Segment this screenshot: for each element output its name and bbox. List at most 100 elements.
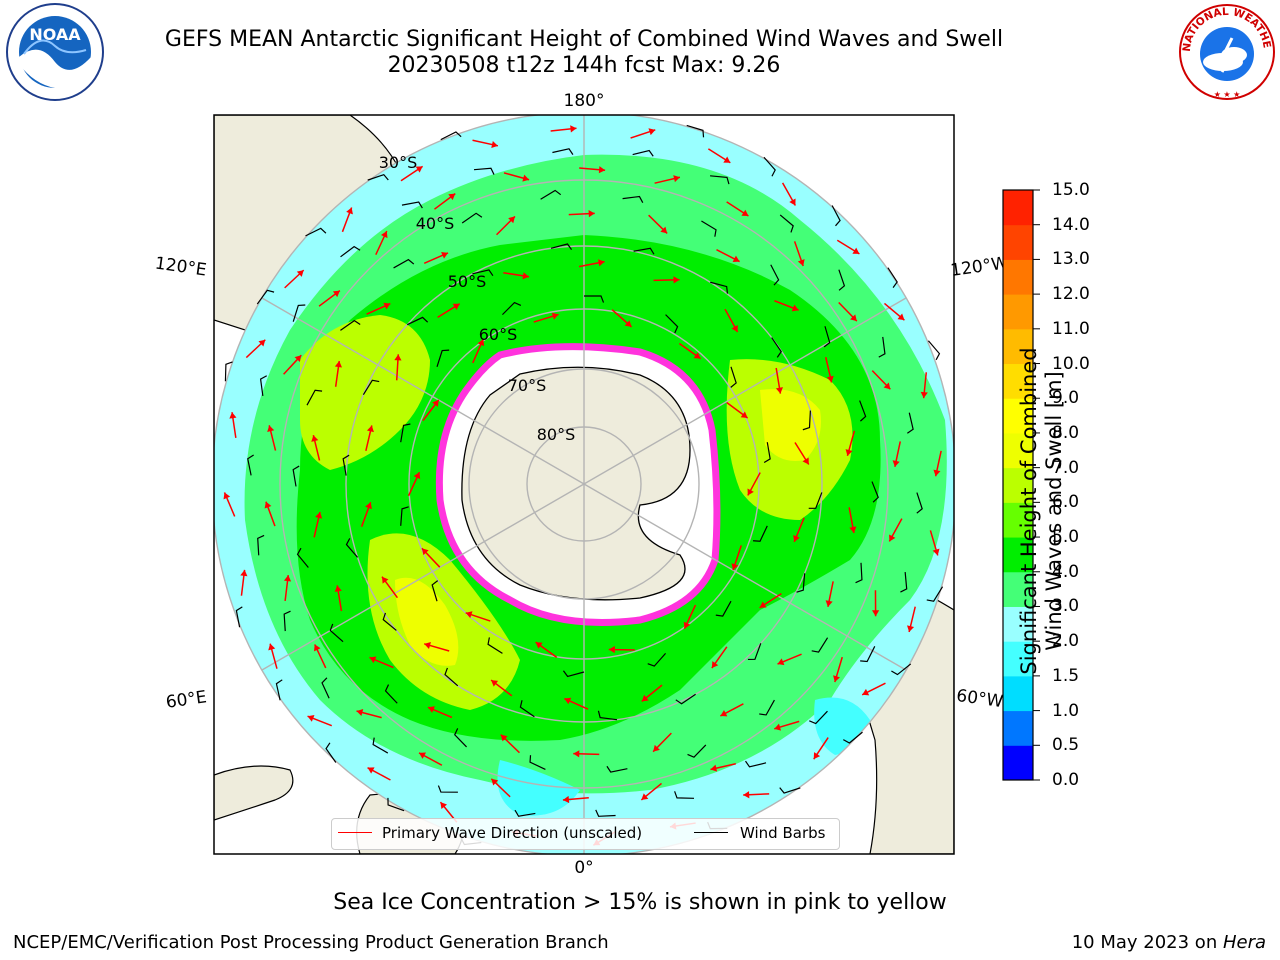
wind-barb [372,737,389,754]
wind-barb [730,366,737,388]
wind-barb [710,281,729,294]
wave-direction-arrowhead [522,272,529,280]
wind-barb [400,423,411,443]
wind-barb [431,580,439,602]
wave-direction-arrowhead [441,251,449,259]
wind-barb [257,534,265,556]
wind-barb [367,173,389,181]
wave-direction-arrowhead [307,715,315,722]
colorbar-tick-label: 1.0 [1052,700,1080,721]
noaa-logo-text: NOAA [29,25,81,44]
wind-barb [345,538,359,558]
wind-barb [927,340,941,361]
wave-direction-arrowhead [264,501,272,509]
wind-barb [283,610,291,632]
wind-barb [437,785,458,793]
wave-direction-arrowhead [296,270,304,277]
wave-direction-arrowhead [777,658,785,666]
wave-direction-arrowhead [791,304,799,312]
wave-direction-arrowhead [267,425,275,433]
wave-direction-arrowhead [365,502,372,510]
colorbar-tick-label: 1.5 [1052,665,1080,686]
wave-direction-arrowhead [892,460,900,467]
colorbar-segment [1003,502,1033,538]
colorbar-frame [1002,189,1034,781]
wind-barb [595,809,616,817]
colorbar-tick-label: 3.0 [1052,596,1080,617]
wind-barb [342,454,350,476]
wind-barb [400,506,409,526]
map-frame [213,114,955,855]
lon-label-0: 0° [574,858,593,878]
wave-direction-arrowhead [311,435,319,442]
wave-direction-arrowhead [825,600,833,607]
nws-logo-icon: NATIONAL WEATHER SERVICE ★ ★ ★ [1176,2,1275,100]
wind-barb [809,710,828,725]
wind-barb [382,612,397,631]
wave-direction-arrowhead [673,276,680,284]
colorbar-segment [1003,641,1033,677]
wind-barb [393,258,415,269]
colorbar-segment [1003,259,1033,295]
wave-direction-arrowhead [413,472,421,480]
wind-barb [779,787,801,794]
wind-barb [687,744,707,758]
wave-direction-arrowhead [421,548,429,556]
wind-barb-legend-line [694,832,728,833]
wave-direction-arrowhead [440,802,448,810]
wind-barb [552,148,574,155]
wind-barb [514,809,536,817]
wave-direction-arrowhead [731,563,739,571]
wind-barb [519,700,535,718]
wave-direction-arrowhead [258,339,266,347]
wind-barb [305,227,327,237]
wave-direction-arrowhead [223,492,231,500]
wave-direction-arrowhead [883,382,891,390]
footer-host: Hera [1222,932,1266,953]
wave-direction-arrowhead [562,795,570,804]
wind-barb [779,214,794,233]
wave-direction-arrowhead [283,575,292,582]
wind-barb [550,243,573,251]
wave-direction-arrowhead [394,354,402,361]
wind-barb [362,379,380,396]
wave-direction-arrowhead [369,656,377,664]
colorbar-tick-label: 10.0 [1052,353,1090,374]
wind-barb [224,361,233,382]
colorbar-segment [1003,467,1033,503]
colorbar-tick-label: 4.0 [1052,561,1080,582]
wave-direction-arrowhead [573,750,580,758]
wave-direction-arrowhead [315,512,323,519]
wind-barb [823,326,831,348]
wave-direction-arrowhead [229,412,237,419]
colorbar-tick-label: 7.0 [1052,457,1080,478]
wind-barb [440,131,462,141]
wave-direction-arrowhead [648,128,656,136]
colorbar-tick-label: 8.0 [1052,422,1080,443]
wind-barb [487,637,503,654]
wind-barb-legend-label: Wind Barbs [740,824,826,842]
lon-label-60w: 60°W [955,686,1004,712]
wind-barb [387,797,405,812]
wave-direction-arrowhead [723,156,731,163]
wave-direction-arrowhead [427,706,435,713]
wave-direction-arrowhead [833,675,840,683]
wave-direction-arrowhead [346,207,353,215]
wave-direction-arrowhead [693,352,701,359]
wave-direction-arrowhead [793,534,800,542]
wave-direction-arrowhead [653,744,660,752]
wave-direction-arrowhead [597,259,605,267]
colorbar-tick-label: 12.0 [1052,284,1090,305]
wave-direction-arrowhead [740,411,748,418]
wave-direction-arrowhead [845,449,853,456]
wind-barb [647,652,667,667]
wave-direction-arrowhead [294,355,302,363]
wind-barb [907,412,914,434]
wind-barb [891,663,912,676]
footer-organization: NCEP/EMC/Verification Post Processing Pr… [13,932,609,953]
footer-date: 10 May 2023 on Hera [1072,932,1266,953]
svg-text:★ ★ ★: ★ ★ ★ [1214,90,1241,99]
wave-direction-arrowhead [897,313,905,321]
wave-direction-arrowhead [743,791,750,799]
wave-direction-arrowhead [477,339,485,347]
